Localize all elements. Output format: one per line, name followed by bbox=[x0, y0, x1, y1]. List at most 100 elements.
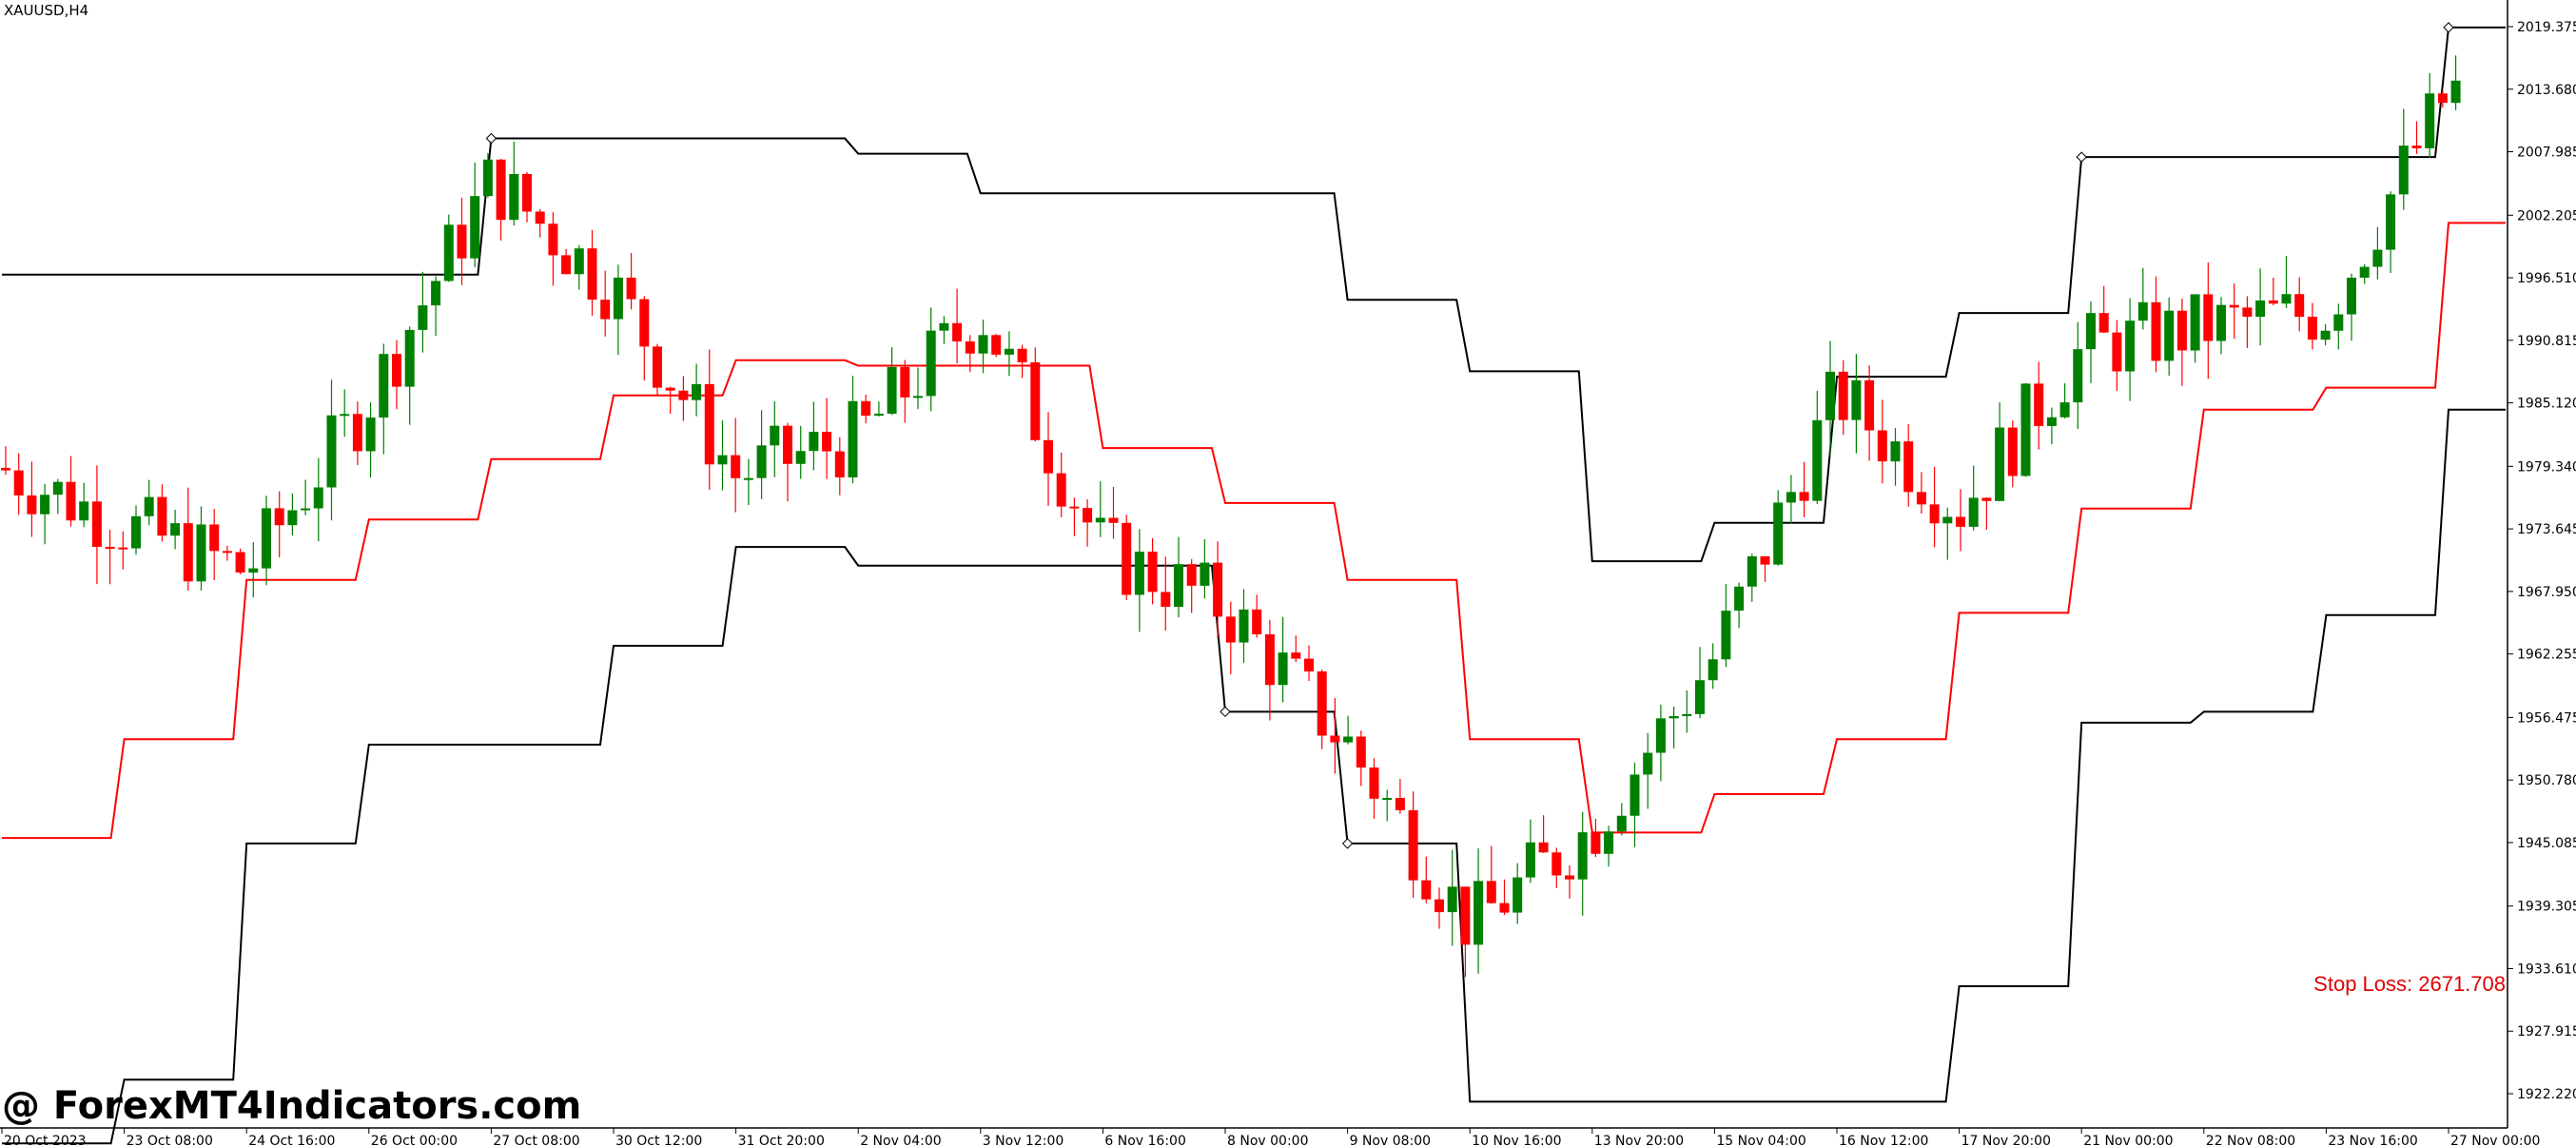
candle-bull bbox=[340, 414, 350, 417]
candle-bull bbox=[1773, 502, 1784, 565]
candle-bear bbox=[2229, 304, 2239, 308]
candle-bull bbox=[2347, 277, 2356, 315]
x-tick-label: 20 Oct 2023 bbox=[4, 1134, 87, 1146]
candle-bull bbox=[1512, 877, 1523, 913]
candle-bear bbox=[1395, 798, 1405, 810]
candle-bull bbox=[40, 495, 50, 515]
candle-bear bbox=[1838, 371, 1848, 420]
x-tick-label: 17 Nov 20:00 bbox=[1961, 1134, 2051, 1146]
y-tick-label: 2019.375 bbox=[2517, 20, 2576, 35]
candle-bear bbox=[548, 223, 558, 256]
candle-bear bbox=[1864, 379, 1875, 431]
candle-bull bbox=[379, 354, 389, 418]
candle-bear bbox=[1330, 735, 1340, 743]
candle-bull bbox=[2372, 249, 2383, 267]
y-tick-label: 1967.950 bbox=[2517, 585, 2576, 600]
mid-line-path bbox=[2, 222, 2506, 840]
candle-bear bbox=[1499, 903, 1510, 913]
candle-bear bbox=[1044, 439, 1053, 474]
candle-bull bbox=[795, 451, 806, 464]
candle-bear bbox=[678, 390, 689, 400]
candle-bull bbox=[1134, 552, 1144, 595]
candle-bull bbox=[1851, 379, 1862, 420]
candle-bear bbox=[1252, 609, 1262, 634]
candle-bear bbox=[1356, 736, 1366, 768]
candle-bull bbox=[1525, 842, 1535, 878]
candle-bear bbox=[1760, 555, 1770, 565]
candle-bear bbox=[105, 546, 115, 549]
candle-bull bbox=[404, 329, 415, 387]
candle-bull bbox=[418, 305, 428, 330]
candle-bull bbox=[926, 330, 936, 397]
candle-bear bbox=[834, 451, 845, 477]
x-tick-label: 21 Nov 00:00 bbox=[2083, 1134, 2173, 1146]
candle-bear bbox=[27, 495, 37, 515]
candle-bear bbox=[1981, 497, 1992, 501]
candle-bear bbox=[1317, 671, 1327, 736]
candle-bear bbox=[1538, 842, 1549, 853]
y-tick-label: 1985.120 bbox=[2517, 397, 2576, 412]
candle-bull bbox=[1695, 680, 1705, 714]
candle-bull bbox=[1734, 586, 1745, 612]
candle-bull bbox=[1812, 419, 1823, 501]
y-axis-ticks: 2019.375 2013.680 2007.985 2002.205 1996.510… bbox=[2508, 20, 2576, 1102]
candle-bear bbox=[1369, 767, 1379, 799]
candle-bull bbox=[978, 335, 988, 354]
x-tick-label: 15 Nov 04:00 bbox=[1716, 1134, 1805, 1146]
pivot-diamond bbox=[1341, 838, 1354, 849]
candle-bear bbox=[1903, 441, 1914, 493]
candle-bear bbox=[587, 248, 597, 301]
candle-bull bbox=[1447, 886, 1457, 913]
candle-bull bbox=[2086, 313, 2096, 350]
candle-bull bbox=[1669, 716, 1679, 719]
y-tick-label: 1990.815 bbox=[2517, 334, 2576, 349]
x-tick-label: 30 Oct 12:00 bbox=[615, 1134, 702, 1146]
pivot-diamond bbox=[2076, 151, 2087, 163]
plot-area[interactable] bbox=[0, 0, 2508, 1128]
candle-bull bbox=[482, 159, 493, 197]
y-tick-label: 2013.680 bbox=[2517, 83, 2576, 98]
candle-bear bbox=[457, 224, 467, 259]
stop-loss-label: Stop Loss: 2671.708 bbox=[2313, 972, 2506, 996]
y-tick-label: 1979.340 bbox=[2517, 459, 2576, 475]
x-axis-ticks: 20 Oct 2023 23 Oct 08:00 24 Oct 16:00 26 Oc… bbox=[1, 1128, 2540, 1146]
candle-bull bbox=[1786, 492, 1796, 503]
candle-bear bbox=[2151, 301, 2161, 361]
candle-bull bbox=[262, 508, 271, 569]
candle-bull bbox=[144, 496, 154, 516]
candle-bull bbox=[848, 400, 858, 477]
x-tick-label: 16 Nov 12:00 bbox=[1839, 1134, 1928, 1146]
candle-bull bbox=[2450, 80, 2461, 104]
candle-bear bbox=[1147, 552, 1158, 592]
candle-bear bbox=[639, 299, 650, 347]
candle-bull bbox=[2425, 93, 2435, 148]
candle-bear bbox=[704, 383, 714, 465]
candle-bull bbox=[1604, 831, 1614, 854]
y-tick-label: 1950.780 bbox=[2517, 773, 2576, 788]
lower-band-path bbox=[2, 408, 2506, 1145]
candle-bear bbox=[274, 508, 284, 526]
candle-bear bbox=[2242, 307, 2253, 318]
candle-bear bbox=[118, 547, 128, 550]
candle-bear bbox=[2034, 383, 2044, 426]
candle-bear bbox=[1434, 899, 1444, 913]
candle-bear bbox=[1486, 881, 1496, 903]
candle-bull bbox=[2216, 304, 2226, 341]
candle-bull bbox=[756, 445, 767, 478]
candle-bear bbox=[66, 481, 76, 521]
candle-bull bbox=[1095, 517, 1105, 523]
candle-bear bbox=[1291, 652, 1301, 659]
candle-bear bbox=[1799, 492, 1809, 501]
x-tick-label: 22 Nov 08:00 bbox=[2206, 1134, 2295, 1146]
candle-bull bbox=[1682, 713, 1692, 717]
candle-bear bbox=[861, 400, 871, 417]
candle-bull bbox=[1968, 497, 1979, 527]
candle-bear bbox=[1421, 880, 1432, 900]
candle-bull bbox=[1343, 736, 1354, 743]
candle-bear bbox=[991, 335, 1002, 355]
candle-bull bbox=[248, 568, 259, 573]
pivot-diamond bbox=[485, 132, 498, 145]
candle-bear bbox=[2411, 146, 2422, 148]
candle-bull bbox=[717, 455, 728, 465]
